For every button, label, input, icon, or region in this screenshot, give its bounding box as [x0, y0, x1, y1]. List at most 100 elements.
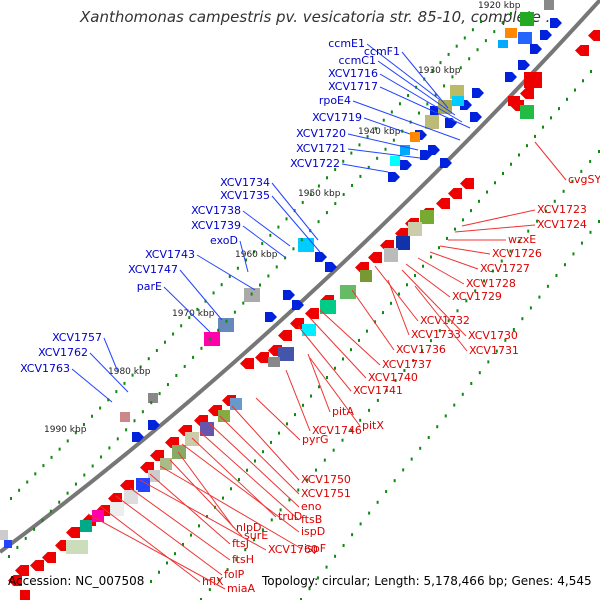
tick-dot: [358, 143, 361, 147]
tick-dot: [468, 57, 471, 61]
tick-dot: [175, 374, 178, 377]
reverse-gene-connector: [309, 357, 361, 427]
tick-dot: [180, 324, 183, 328]
reverse-gene-label: XCV1732: [420, 314, 470, 327]
tick-dot: [278, 431, 280, 435]
tick-dot: [529, 306, 532, 310]
forward-gene-arrow: [292, 300, 304, 310]
tick-dot: [308, 587, 311, 591]
tick-dot: [235, 558, 238, 562]
reverse-gene-connector: [181, 443, 300, 533]
tick-dot: [598, 150, 600, 153]
reverse-gene-connector: [374, 265, 419, 322]
tick-dot: [341, 438, 344, 442]
tick-dot: [326, 376, 328, 379]
tick-dot: [182, 542, 184, 546]
forward-gene-label: XCV1743: [145, 248, 195, 261]
tick-dot: [236, 266, 239, 270]
tick-dot: [563, 263, 566, 267]
tick-dot: [244, 548, 247, 552]
tick-dot: [334, 202, 337, 206]
gene-feature-box: [120, 412, 130, 422]
reverse-gene-connector: [177, 451, 235, 529]
gene-feature-box: [278, 347, 294, 361]
tick-dot: [300, 598, 302, 600]
tick-dot: [459, 66, 462, 70]
forward-gene-arrow: [440, 158, 452, 168]
tick-dot: [394, 378, 397, 382]
tick-dot: [155, 348, 158, 352]
forward-gene-connector: [196, 254, 256, 291]
forward-gene-arrow: [132, 432, 144, 442]
reverse-gene-connector: [309, 317, 367, 379]
tick-dot: [390, 110, 393, 114]
tick-dot: [158, 570, 160, 574]
reverse-gene-label: XCV1737: [382, 358, 432, 371]
forward-gene-label: XCV1762: [38, 346, 88, 359]
tick-dot: [133, 419, 136, 423]
tick-dot: [555, 274, 558, 277]
forward-gene-connector: [103, 337, 119, 373]
forward-gene-connector: [379, 73, 463, 123]
reverse-gene-label: surE: [244, 529, 268, 542]
tick-dot: [208, 337, 211, 341]
forward-gene-label: XCV1734: [220, 176, 270, 189]
tick-dot: [550, 116, 552, 120]
forward-gene-arrow: [428, 145, 440, 155]
tick-dot: [574, 88, 576, 92]
forward-gene-arrow: [265, 312, 277, 322]
gene-feature-box: [110, 502, 124, 516]
tick-dot: [414, 274, 416, 277]
forward-gene-label: XCV1735: [220, 189, 270, 202]
gene-feature-box: [66, 540, 88, 554]
tick-dot: [426, 102, 429, 106]
reverse-gene-arrow: [436, 198, 450, 209]
forward-gene-label: XCV1716: [328, 67, 378, 80]
tick-dot: [196, 307, 199, 311]
tick-dot: [382, 118, 385, 122]
forward-gene-label: XCV1747: [128, 263, 178, 276]
tick-dot: [419, 446, 422, 450]
tick-dot: [317, 576, 320, 580]
tick-dot: [374, 126, 377, 130]
tick-dot: [438, 246, 440, 250]
gene-feature-box: [360, 270, 372, 282]
gene-feature-box: [524, 72, 542, 88]
gene-feature-box: [185, 432, 199, 446]
forward-gene-connector: [347, 148, 421, 159]
tick-dot: [502, 172, 504, 175]
tick-dot: [384, 147, 387, 151]
tick-dot: [238, 478, 240, 481]
tick-dot: [41, 518, 44, 522]
reverse-gene-label: XCV1746: [312, 424, 362, 437]
tick-dot: [188, 316, 191, 320]
reverse-gene-connector: [405, 263, 451, 298]
tick-dot: [393, 479, 396, 483]
reverse-gene-connector: [414, 285, 468, 352]
gene-feature-box: [204, 332, 220, 346]
reverse-gene-label: wzxE: [508, 233, 536, 246]
tick-dot: [208, 588, 211, 592]
tick-dot: [286, 422, 288, 426]
tick-dot: [310, 394, 312, 398]
tick-dot: [246, 468, 248, 472]
tick-dot: [50, 455, 53, 459]
reverse-gene-arrow: [108, 493, 122, 504]
tick-dot: [204, 299, 207, 303]
gene-feature-box: [218, 410, 230, 422]
tick-dot: [220, 283, 223, 287]
forward-gene-arrow: [420, 150, 432, 160]
tick-dot: [350, 348, 352, 352]
reverse-gene-connector: [534, 141, 567, 181]
reverse-gene-connector: [307, 353, 331, 413]
tick-dot: [334, 366, 336, 370]
reverse-gene-connector: [159, 465, 303, 550]
forward-gene-arrow: [283, 290, 295, 300]
tick-dot: [163, 340, 166, 344]
genome-title: Xanthomonas campestris pv. vesicatoria s…: [80, 8, 560, 26]
tick-dot: [484, 39, 487, 43]
tick-dot: [510, 162, 512, 166]
tick-dot: [58, 500, 61, 504]
tick-dot: [16, 545, 19, 549]
